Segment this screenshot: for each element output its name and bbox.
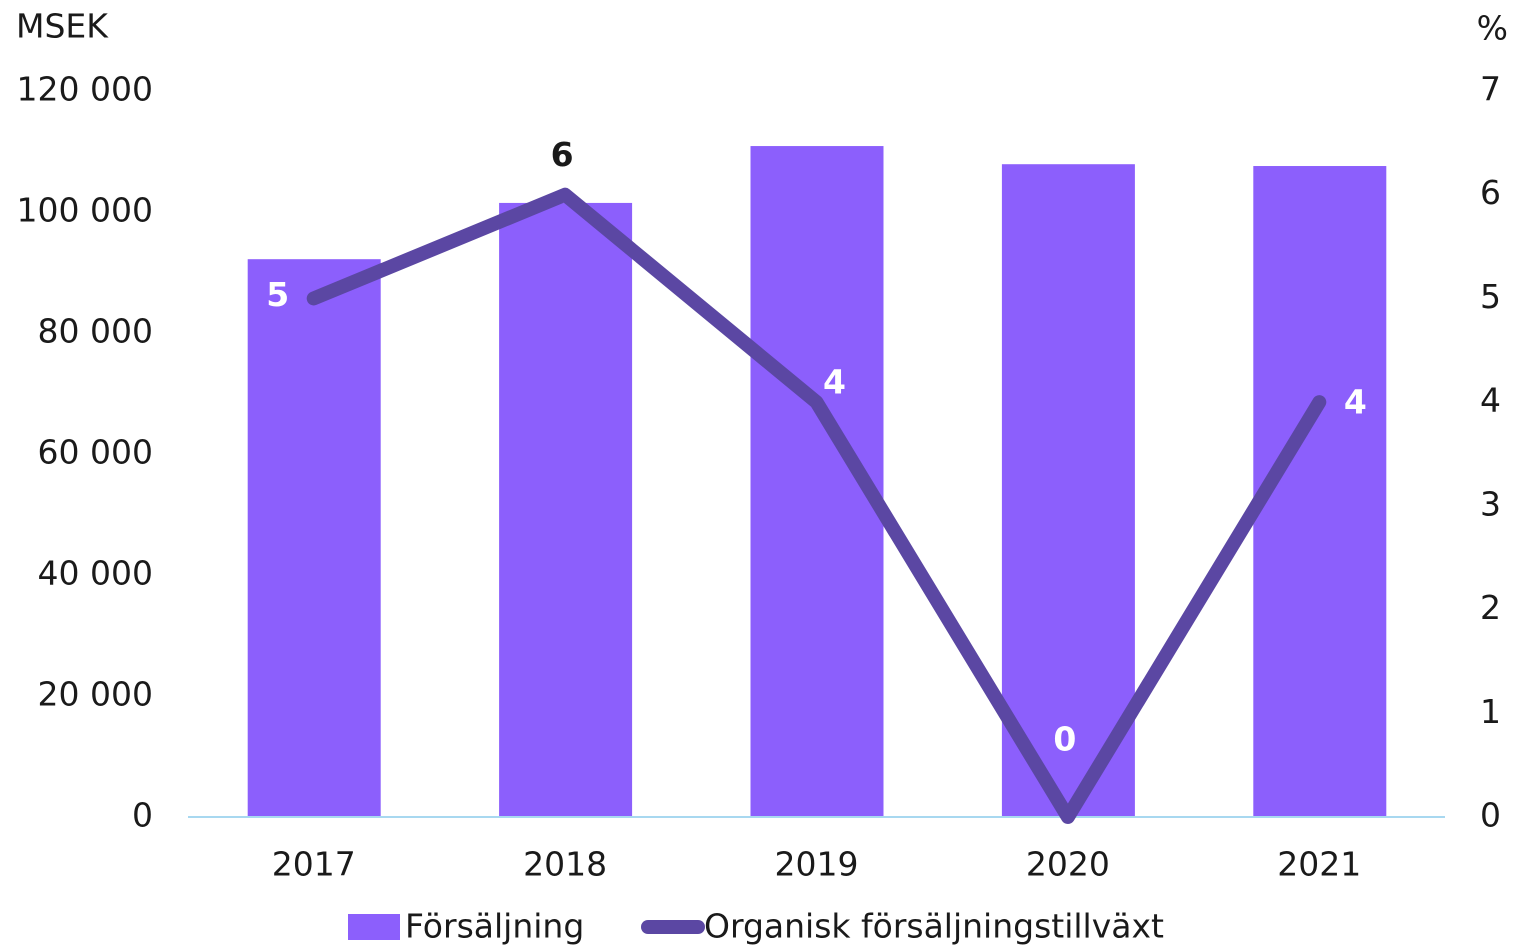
y-axis-title: MSEK: [16, 7, 109, 46]
y2-tick-label: 5: [1480, 277, 1501, 316]
x-tick-label: 2020: [1026, 845, 1110, 884]
data-label: 4: [823, 363, 846, 402]
y2-tick-label: 1: [1480, 692, 1501, 731]
legend-label: Försäljning: [405, 907, 584, 946]
y2-tick-label: 6: [1480, 173, 1501, 212]
y2-tick-label: 3: [1480, 484, 1501, 523]
x-tick-label: 2021: [1277, 845, 1361, 884]
bar: [1253, 166, 1387, 817]
data-label: 0: [1053, 720, 1076, 759]
y-tick-label: 40 000: [38, 554, 153, 593]
y-tick-label: 100 000: [17, 191, 153, 230]
y2-axis-title: %: [1477, 9, 1508, 48]
data-label: 6: [551, 135, 574, 174]
bar: [499, 202, 633, 818]
data-label: 4: [1344, 383, 1367, 422]
legend-label: Organisk försäljningstillväxt: [704, 907, 1164, 946]
x-tick-label: 2018: [523, 845, 607, 884]
x-tick-label: 2017: [272, 845, 356, 884]
y-tick-label: 80 000: [38, 312, 153, 351]
x-tick-label: 2019: [775, 845, 859, 884]
y-tick-label: 60 000: [38, 433, 153, 472]
data-label: 5: [266, 275, 289, 314]
y2-tick-label: 7: [1480, 70, 1501, 109]
y-tick-label: 20 000: [38, 675, 153, 714]
y2-tick-label: 0: [1480, 796, 1501, 835]
line: [306, 187, 1327, 824]
y2-tick-label: 2: [1480, 588, 1501, 627]
bar: [247, 259, 381, 817]
bar: [1001, 164, 1135, 817]
y2-tick-label: 4: [1480, 381, 1501, 420]
y-tick-label: 120 000: [17, 70, 153, 109]
y-tick-label: 0: [132, 796, 153, 835]
legend-swatch: [348, 914, 400, 940]
